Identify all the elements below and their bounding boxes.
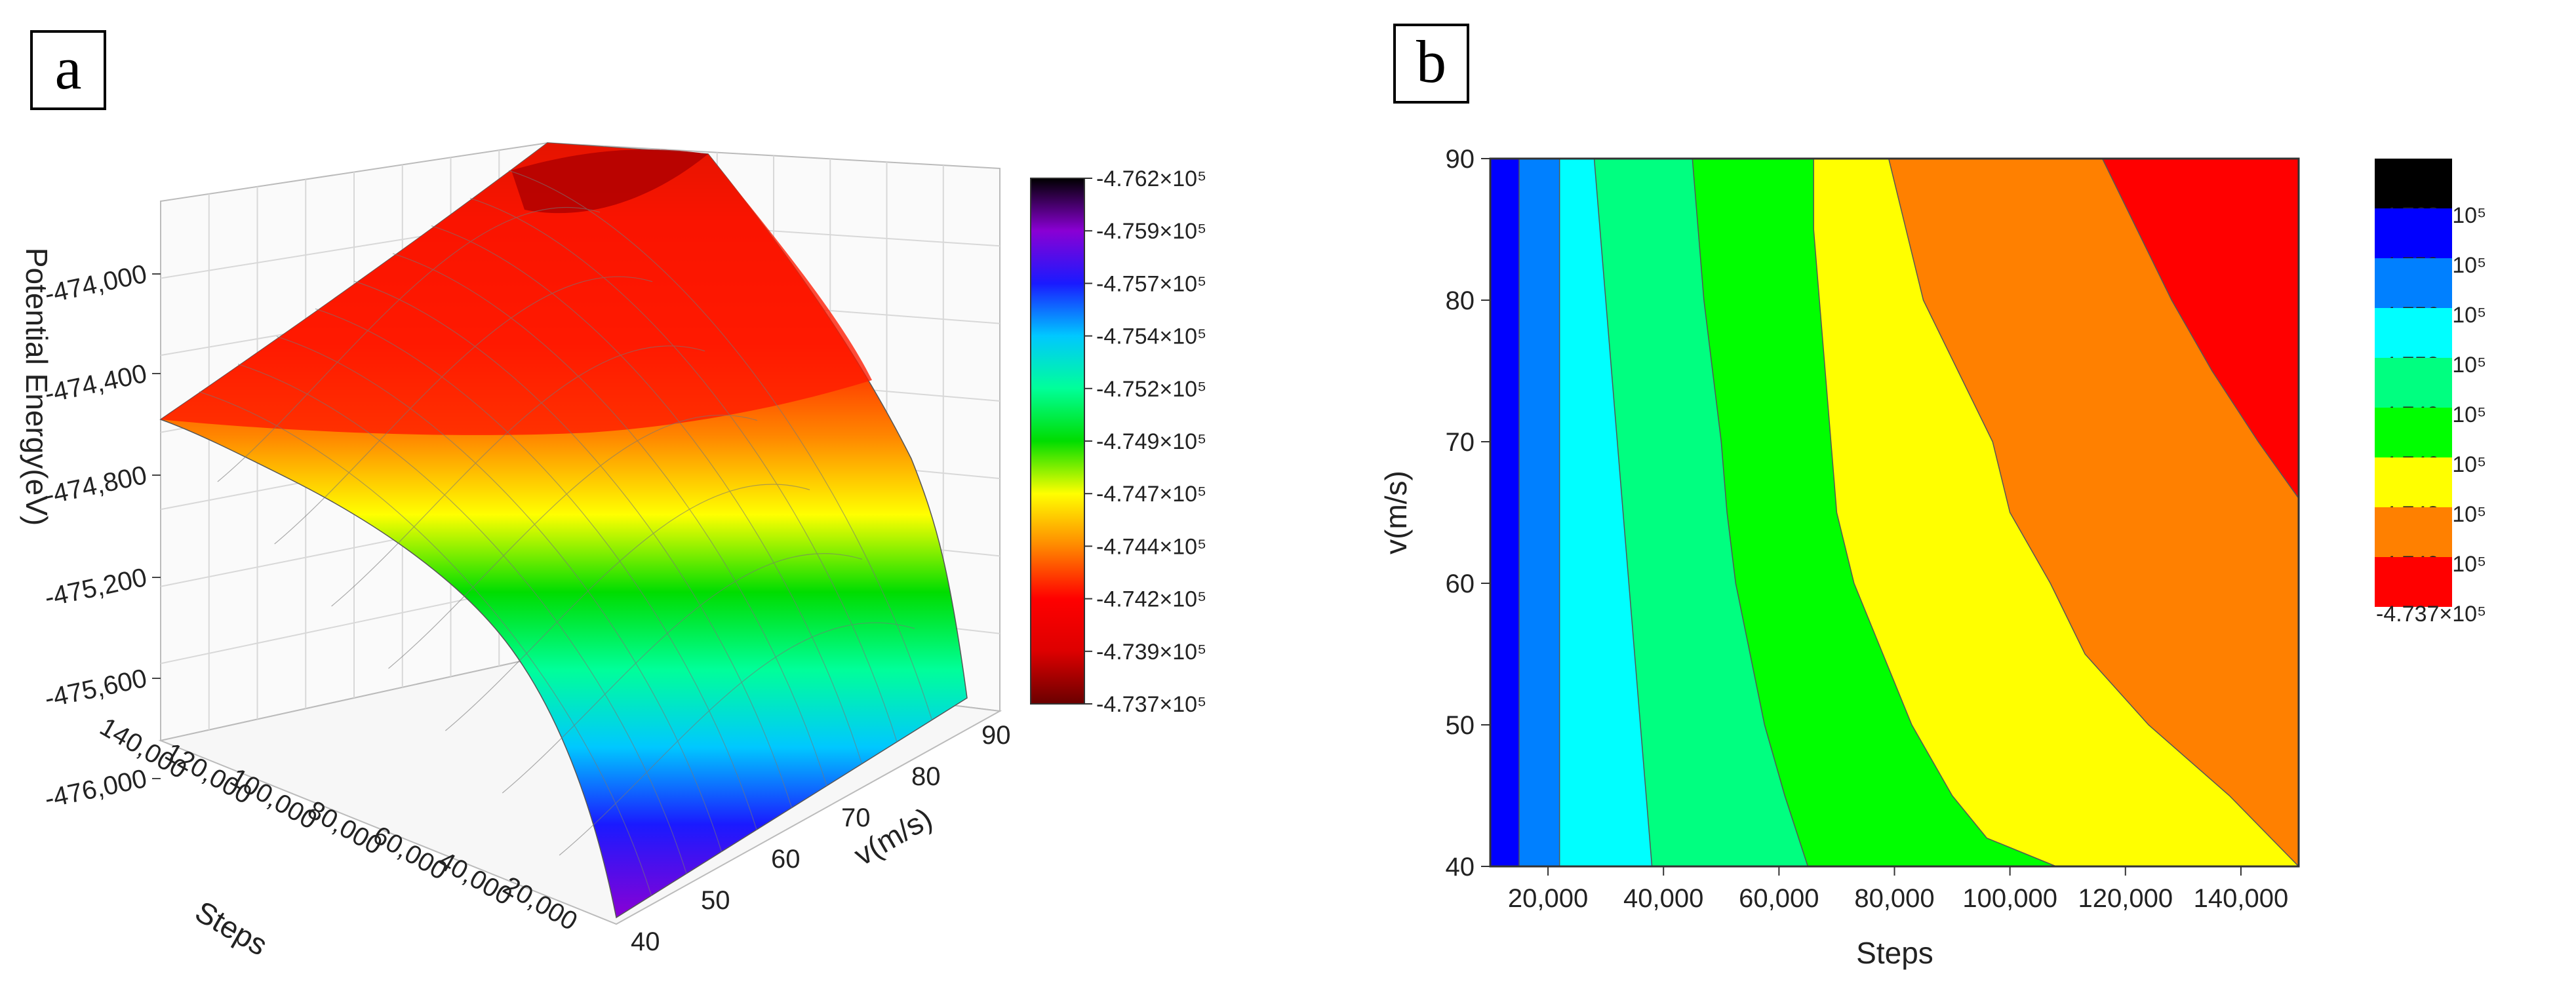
contour-y-ticks: 40 50 60 70 80 90 [1446, 145, 1490, 881]
contour-region [1490, 159, 1520, 866]
panel-b: b 20,000 40,000 60,000 80,000 100,000 120,000… [1379, 24, 2486, 970]
v-tick-label: 80 [911, 762, 941, 791]
v-tick-label: 50 [701, 886, 730, 915]
legend-swatch [2375, 208, 2452, 258]
legend-swatch [2375, 457, 2452, 507]
contour-line [1593, 158, 1653, 867]
colorbar-a-labels: -4.762×10⁵ -4.759×10⁵ -4.757×10⁵ -4.754×10⁵… [1084, 166, 1206, 717]
z-tick-label: -474,800 [42, 461, 149, 511]
contour-region [1692, 159, 2057, 866]
contour-x-tick-label: 60,000 [1739, 884, 1819, 913]
contour-region [1888, 159, 2299, 866]
colorbar-a-label: -4.737×10⁵ [1096, 692, 1206, 717]
mesh-line [353, 281, 793, 808]
legend-swatch [2375, 258, 2452, 308]
mesh-line [469, 197, 898, 743]
mesh-line [199, 391, 652, 896]
contour-region [1559, 159, 1652, 866]
mesh-line [559, 622, 915, 856]
v-tick-label: 70 [841, 803, 871, 832]
colorbar-a-label: -4.747×10⁵ [1096, 482, 1206, 507]
legend-swatch [2375, 557, 2452, 607]
legend-swatch [2375, 408, 2452, 457]
mesh-line [315, 308, 757, 830]
contour-x-tick-label: 80,000 [1854, 884, 1934, 913]
panel-a-label-box [30, 30, 106, 110]
mesh-line [445, 484, 810, 731]
surface-mesh [199, 170, 933, 896]
contour-y-label: v(m/s) [1379, 471, 1413, 554]
z-tick-label: -475,200 [42, 563, 149, 613]
energy-surface [159, 142, 968, 919]
panel-a: a -474,000 -474,400 -474,800 -475,200 -475,6… [20, 30, 1206, 962]
panel-b-label: b [1416, 28, 1446, 95]
steps-axis-label: Steps [189, 894, 273, 962]
contour-line [1692, 158, 1809, 867]
colorbar-a [1030, 178, 1085, 705]
mesh-line [392, 253, 827, 786]
z-tick-label: -475,600 [42, 664, 149, 714]
colorbar-a-label: -4.739×10⁵ [1096, 640, 1206, 665]
contour-y-tick-label: 60 [1446, 570, 1475, 598]
colorbar-a-label: -4.752×10⁵ [1096, 377, 1206, 402]
surface-top-red [161, 143, 872, 435]
contour-region [1519, 159, 1560, 866]
mesh-line [431, 225, 863, 764]
contour-y-tick-label: 70 [1446, 428, 1475, 457]
v-tick-label: 60 [771, 845, 801, 874]
panel-a-label: a [55, 35, 82, 102]
contour-x-label: Steps [1856, 936, 1933, 970]
contour-regions [1490, 159, 2299, 866]
legend-label: -4.737×10⁵ [2376, 602, 2486, 627]
colorbar-a-label: -4.749×10⁵ [1096, 429, 1206, 454]
contour-region [1594, 159, 1808, 866]
legend-swatch [2375, 358, 2452, 408]
colorbar-a-label: -4.759×10⁵ [1096, 219, 1206, 244]
contour-line [1888, 158, 2299, 867]
legend-swatch [2375, 308, 2452, 358]
colorbar-a-label: -4.744×10⁵ [1096, 534, 1206, 559]
colorbar-a-label: -4.754×10⁵ [1096, 324, 1206, 349]
v-tick-label: 40 [631, 927, 660, 956]
mesh-line [217, 207, 601, 482]
contour-x-tick-label: 140,000 [2194, 884, 2289, 913]
contour-y-tick-label: 40 [1446, 853, 1475, 881]
contour-region [2102, 159, 2299, 866]
mesh-line [508, 170, 933, 720]
contour-y-tick-label: 50 [1446, 711, 1475, 740]
legend-swatch [2375, 159, 2452, 208]
panel-b-label-box [1393, 24, 1469, 104]
legend-swatch [2375, 507, 2452, 557]
z-tick-label: -474,400 [42, 359, 149, 409]
surface-ridge-dark [511, 149, 708, 214]
z-tick-label: -474,000 [42, 260, 149, 309]
contour-x-ticks: 20,000 40,000 60,000 80,000 100,000 120,000 14… [1508, 866, 2288, 913]
mesh-line [331, 345, 705, 607]
mesh-line [502, 553, 863, 794]
contour-x-tick-label: 120,000 [2078, 884, 2173, 913]
mesh-line [274, 276, 653, 545]
contour-x-tick-label: 40,000 [1623, 884, 1703, 913]
contour-legend: -4.762×10⁵-4.759×10⁵-4.756×10⁵-4.753×10⁵… [2375, 159, 2486, 627]
mesh-line [276, 336, 723, 852]
z-axis-label: Potential Energy(eV) [20, 248, 54, 526]
mesh-line [388, 414, 758, 669]
z-tick-label: -476,000 [42, 764, 149, 814]
contour-y-tick-label: 80 [1446, 286, 1475, 315]
colorbar-a-label: -4.742×10⁵ [1096, 587, 1206, 612]
contour-region [1813, 159, 2299, 866]
v-tick-label: 90 [981, 721, 1011, 750]
mesh-line [237, 364, 687, 874]
contour-y-tick-label: 90 [1446, 145, 1475, 174]
contour-line [1813, 159, 2057, 867]
v-axis-ticks: 40 50 60 70 80 90 [631, 721, 1011, 956]
contour-x-tick-label: 100,000 [1962, 884, 2057, 913]
contour-x-tick-label: 20,000 [1508, 884, 1588, 913]
colorbar-a-label: -4.757×10⁵ [1096, 271, 1206, 296]
colorbar-a-label: -4.762×10⁵ [1096, 166, 1206, 191]
